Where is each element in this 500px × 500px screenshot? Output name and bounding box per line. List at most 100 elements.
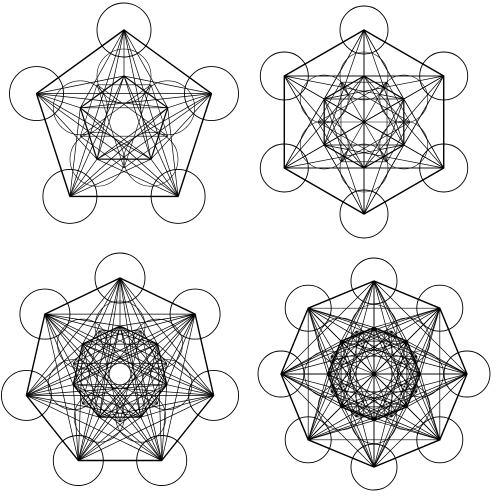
chord-line	[161, 384, 168, 461]
chord-line	[406, 340, 441, 440]
chord-line	[123, 29, 179, 197]
chord-line	[373, 307, 440, 328]
inner-star-line	[99, 330, 167, 364]
chord-line	[69, 158, 152, 197]
inner-star-line	[72, 363, 121, 423]
inner-star-line	[391, 330, 418, 357]
chord-line	[96, 75, 125, 160]
inner-star-line	[330, 391, 357, 418]
chord-line	[99, 384, 167, 418]
inner-star-line	[355, 330, 418, 393]
chord-line	[69, 158, 98, 197]
inner-star-line	[140, 330, 168, 364]
chord-line	[323, 29, 365, 100]
chord-line	[123, 75, 212, 94]
inner-star-line	[330, 356, 357, 418]
chord-line	[44, 313, 83, 345]
chord-line	[36, 93, 81, 109]
inner-star-line	[82, 403, 121, 423]
chord-line	[307, 307, 342, 342]
inner-star-line	[330, 330, 393, 393]
chord-line	[72, 325, 121, 385]
chord-line	[119, 313, 196, 327]
inner-star-line	[123, 84, 152, 169]
chord-line	[44, 313, 121, 327]
inner-polygon	[72, 325, 168, 418]
chord-line	[140, 417, 163, 461]
chord-line	[123, 29, 169, 108]
chord-line	[82, 343, 162, 461]
inner-star-line	[157, 363, 168, 404]
inner-star-line	[73, 330, 141, 364]
inner-polygon	[323, 75, 405, 169]
chord-line	[73, 343, 158, 386]
inner-star-line	[96, 84, 125, 169]
inner-star-line	[330, 330, 357, 392]
chord-line	[150, 158, 179, 197]
chord-line	[36, 93, 98, 160]
inner-star-line	[119, 403, 158, 423]
figure-5-fold	[9, 2, 239, 224]
chord-line	[119, 325, 142, 418]
figure-6-fold	[259, 5, 469, 239]
chord-line	[420, 373, 441, 440]
chord-line	[283, 98, 325, 169]
chord-line	[72, 384, 79, 461]
chord-line	[82, 344, 100, 418]
chord-line	[123, 75, 152, 160]
chord-line	[26, 343, 158, 396]
chord-line	[140, 344, 158, 418]
chord-line	[323, 144, 365, 215]
inner-star-line	[317, 121, 342, 162]
inner-star-line	[123, 135, 168, 169]
chord-line	[167, 107, 179, 197]
chord-line	[80, 107, 152, 160]
outer-polygon	[35, 29, 213, 198]
chord-line	[26, 343, 83, 396]
chord-line	[44, 313, 74, 385]
chord-line	[403, 75, 445, 146]
chord-line	[99, 416, 162, 461]
chord-line	[78, 416, 141, 461]
inner-star-line	[386, 82, 411, 123]
chord-line	[406, 340, 468, 375]
inner-star-line	[96, 84, 168, 137]
chord-line	[79, 29, 125, 108]
inner-star-line	[80, 84, 98, 137]
chord-line	[166, 313, 196, 385]
chord-line	[82, 343, 167, 386]
chord-line	[150, 93, 212, 160]
inner-star-line	[356, 330, 418, 357]
chord-line	[69, 29, 125, 197]
chord-line	[69, 107, 81, 197]
inner-star-line	[317, 82, 342, 123]
inner-star-line	[72, 330, 100, 364]
chord-line	[69, 93, 212, 197]
chord-line	[323, 98, 365, 169]
inner-star-line	[340, 82, 388, 162]
inner-star-line	[355, 355, 418, 418]
chord-line	[140, 395, 214, 418]
outer-polygon	[280, 280, 468, 468]
chord-line	[96, 107, 168, 160]
outer-polygon	[25, 277, 215, 462]
chord-line	[44, 313, 162, 461]
inner-star-line	[340, 81, 411, 123]
inner-star-line	[391, 391, 418, 418]
chord-line	[307, 308, 328, 375]
chord-line	[119, 325, 168, 385]
chord-line	[307, 406, 342, 441]
chord-line	[26, 395, 100, 418]
chord-line	[307, 308, 342, 408]
inner-star-line	[150, 84, 168, 137]
chord-line	[363, 144, 405, 215]
chord-line	[280, 327, 375, 375]
chord-line	[280, 373, 342, 408]
inner-star-line	[140, 330, 158, 404]
chord-line	[283, 75, 325, 146]
chord-line	[280, 373, 375, 421]
inner-star-line	[98, 330, 158, 405]
inner-star-line	[73, 363, 158, 405]
chord-line	[36, 75, 125, 94]
chord-line	[157, 313, 196, 345]
